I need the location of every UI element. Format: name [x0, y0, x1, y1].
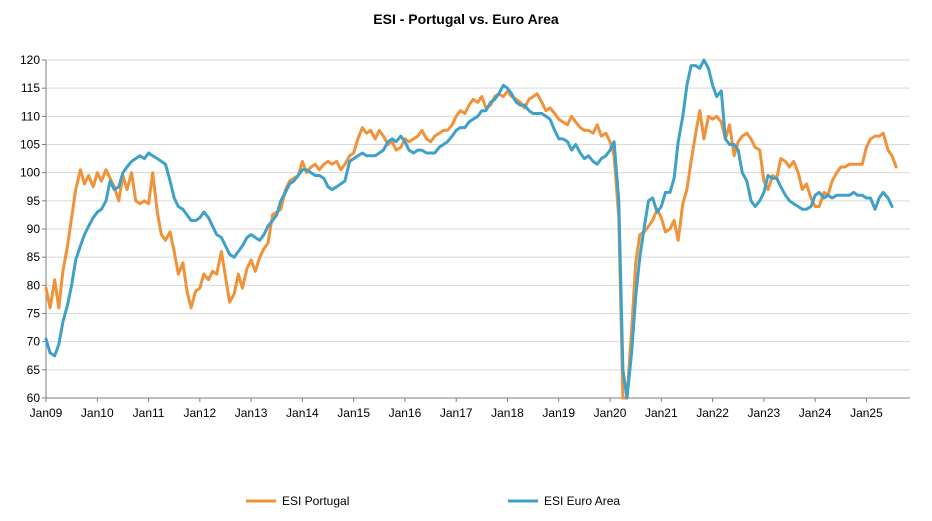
x-tick-label: Jan18 [491, 406, 524, 420]
x-tick-label: Jan12 [183, 406, 216, 420]
legend-label: ESI Portugal [282, 494, 349, 508]
x-tick-label: Jan24 [799, 406, 832, 420]
x-tick-label: Jan21 [645, 406, 678, 420]
series-line-1 [44, 58, 894, 400]
legend: ESI Portugal ESI Euro Area [246, 494, 620, 508]
x-tick-label: Jan15 [337, 406, 370, 420]
y-tick-label: 75 [27, 307, 41, 321]
y-tick-label: 65 [27, 363, 41, 377]
x-tick-label: Jan13 [235, 406, 268, 420]
series-group [44, 58, 898, 400]
y-tick-label: 115 [21, 81, 40, 95]
legend-label: ESI Euro Area [544, 494, 620, 508]
y-tick-label: 90 [27, 222, 41, 236]
y-tick-label: 70 [27, 335, 41, 349]
axes [42, 59, 910, 402]
x-tick-label: Jan23 [748, 406, 781, 420]
y-tick-label: 120 [20, 53, 40, 67]
x-tick-label: Jan09 [30, 406, 63, 420]
x-tick-label: Jan17 [440, 406, 473, 420]
chart-title: ESI - Portugal vs. Euro Area [373, 11, 559, 27]
y-tick-label: 85 [27, 250, 41, 264]
x-tick-label: Jan22 [696, 406, 729, 420]
y-tick-label: 100 [20, 166, 40, 180]
y-tick-label: 95 [27, 194, 41, 208]
x-tick-label: Jan19 [542, 406, 575, 420]
y-tick-label: 105 [20, 138, 40, 152]
x-tick-labels: Jan09 Jan10 Jan11 Jan12 Jan13 Jan14 Jan15 Jan16… [30, 406, 883, 420]
series-line-0 [44, 89, 898, 400]
x-tick-label: Jan20 [594, 406, 627, 420]
x-tick-label: Jan14 [286, 406, 319, 420]
y-tick-labels: 60 65 70 75 80 85 90 95 100 105 110 115 120 [20, 53, 40, 405]
x-tick-label: Jan25 [850, 406, 883, 420]
x-tick-label: Jan11 [133, 406, 165, 420]
grid [46, 59, 910, 371]
y-tick-label: 80 [27, 278, 41, 292]
x-tick-label: Jan10 [81, 406, 114, 420]
y-tick-label: 60 [27, 391, 41, 405]
y-tick-label: 110 [21, 109, 40, 123]
x-tick-label: Jan16 [389, 406, 422, 420]
